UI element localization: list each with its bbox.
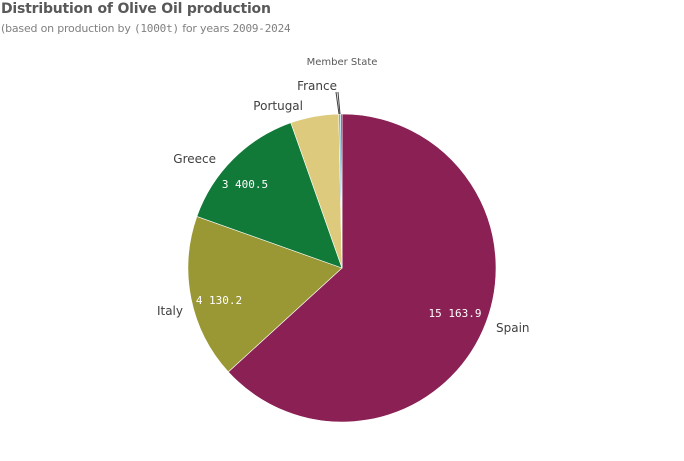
pie-slice-other[interactable] [340, 113, 343, 269]
value-label-spain: 15 163.9 [429, 307, 482, 320]
leader-line-france [335, 91, 340, 115]
pie-labels: Member State Spain 15 163.9 Italy 4 130.2 Gr… [157, 57, 530, 335]
value-label-italy: 4 130.2 [196, 294, 242, 307]
value-label-greece: 3 400.5 [222, 178, 268, 191]
subtitle-unit: (1000t) [133, 22, 179, 35]
subtitle-mid: for years [178, 22, 233, 35]
pie-slices [187, 113, 497, 423]
category-label-greece: Greece [173, 152, 216, 166]
legend-title: Member State [307, 57, 378, 68]
subtitle-prefix: (based on production by [1, 22, 134, 35]
leader-lines [335, 91, 341, 115]
category-label-france: France [297, 79, 337, 93]
category-label-spain: Spain [496, 321, 530, 335]
chart-subtitle: (based on production by (1000t) for year… [1, 22, 291, 35]
chart-title: Distribution of Olive Oil production [1, 1, 271, 17]
leader-line-other [337, 91, 341, 115]
pie-slice-spain[interactable] [227, 113, 497, 423]
category-label-portugal: Portugal [253, 99, 303, 113]
subtitle-years: 2009-2024 [232, 22, 291, 35]
category-label-italy: Italy [157, 304, 183, 318]
pie-slice-italy[interactable] [187, 216, 343, 373]
pie-slice-greece[interactable] [196, 122, 343, 269]
